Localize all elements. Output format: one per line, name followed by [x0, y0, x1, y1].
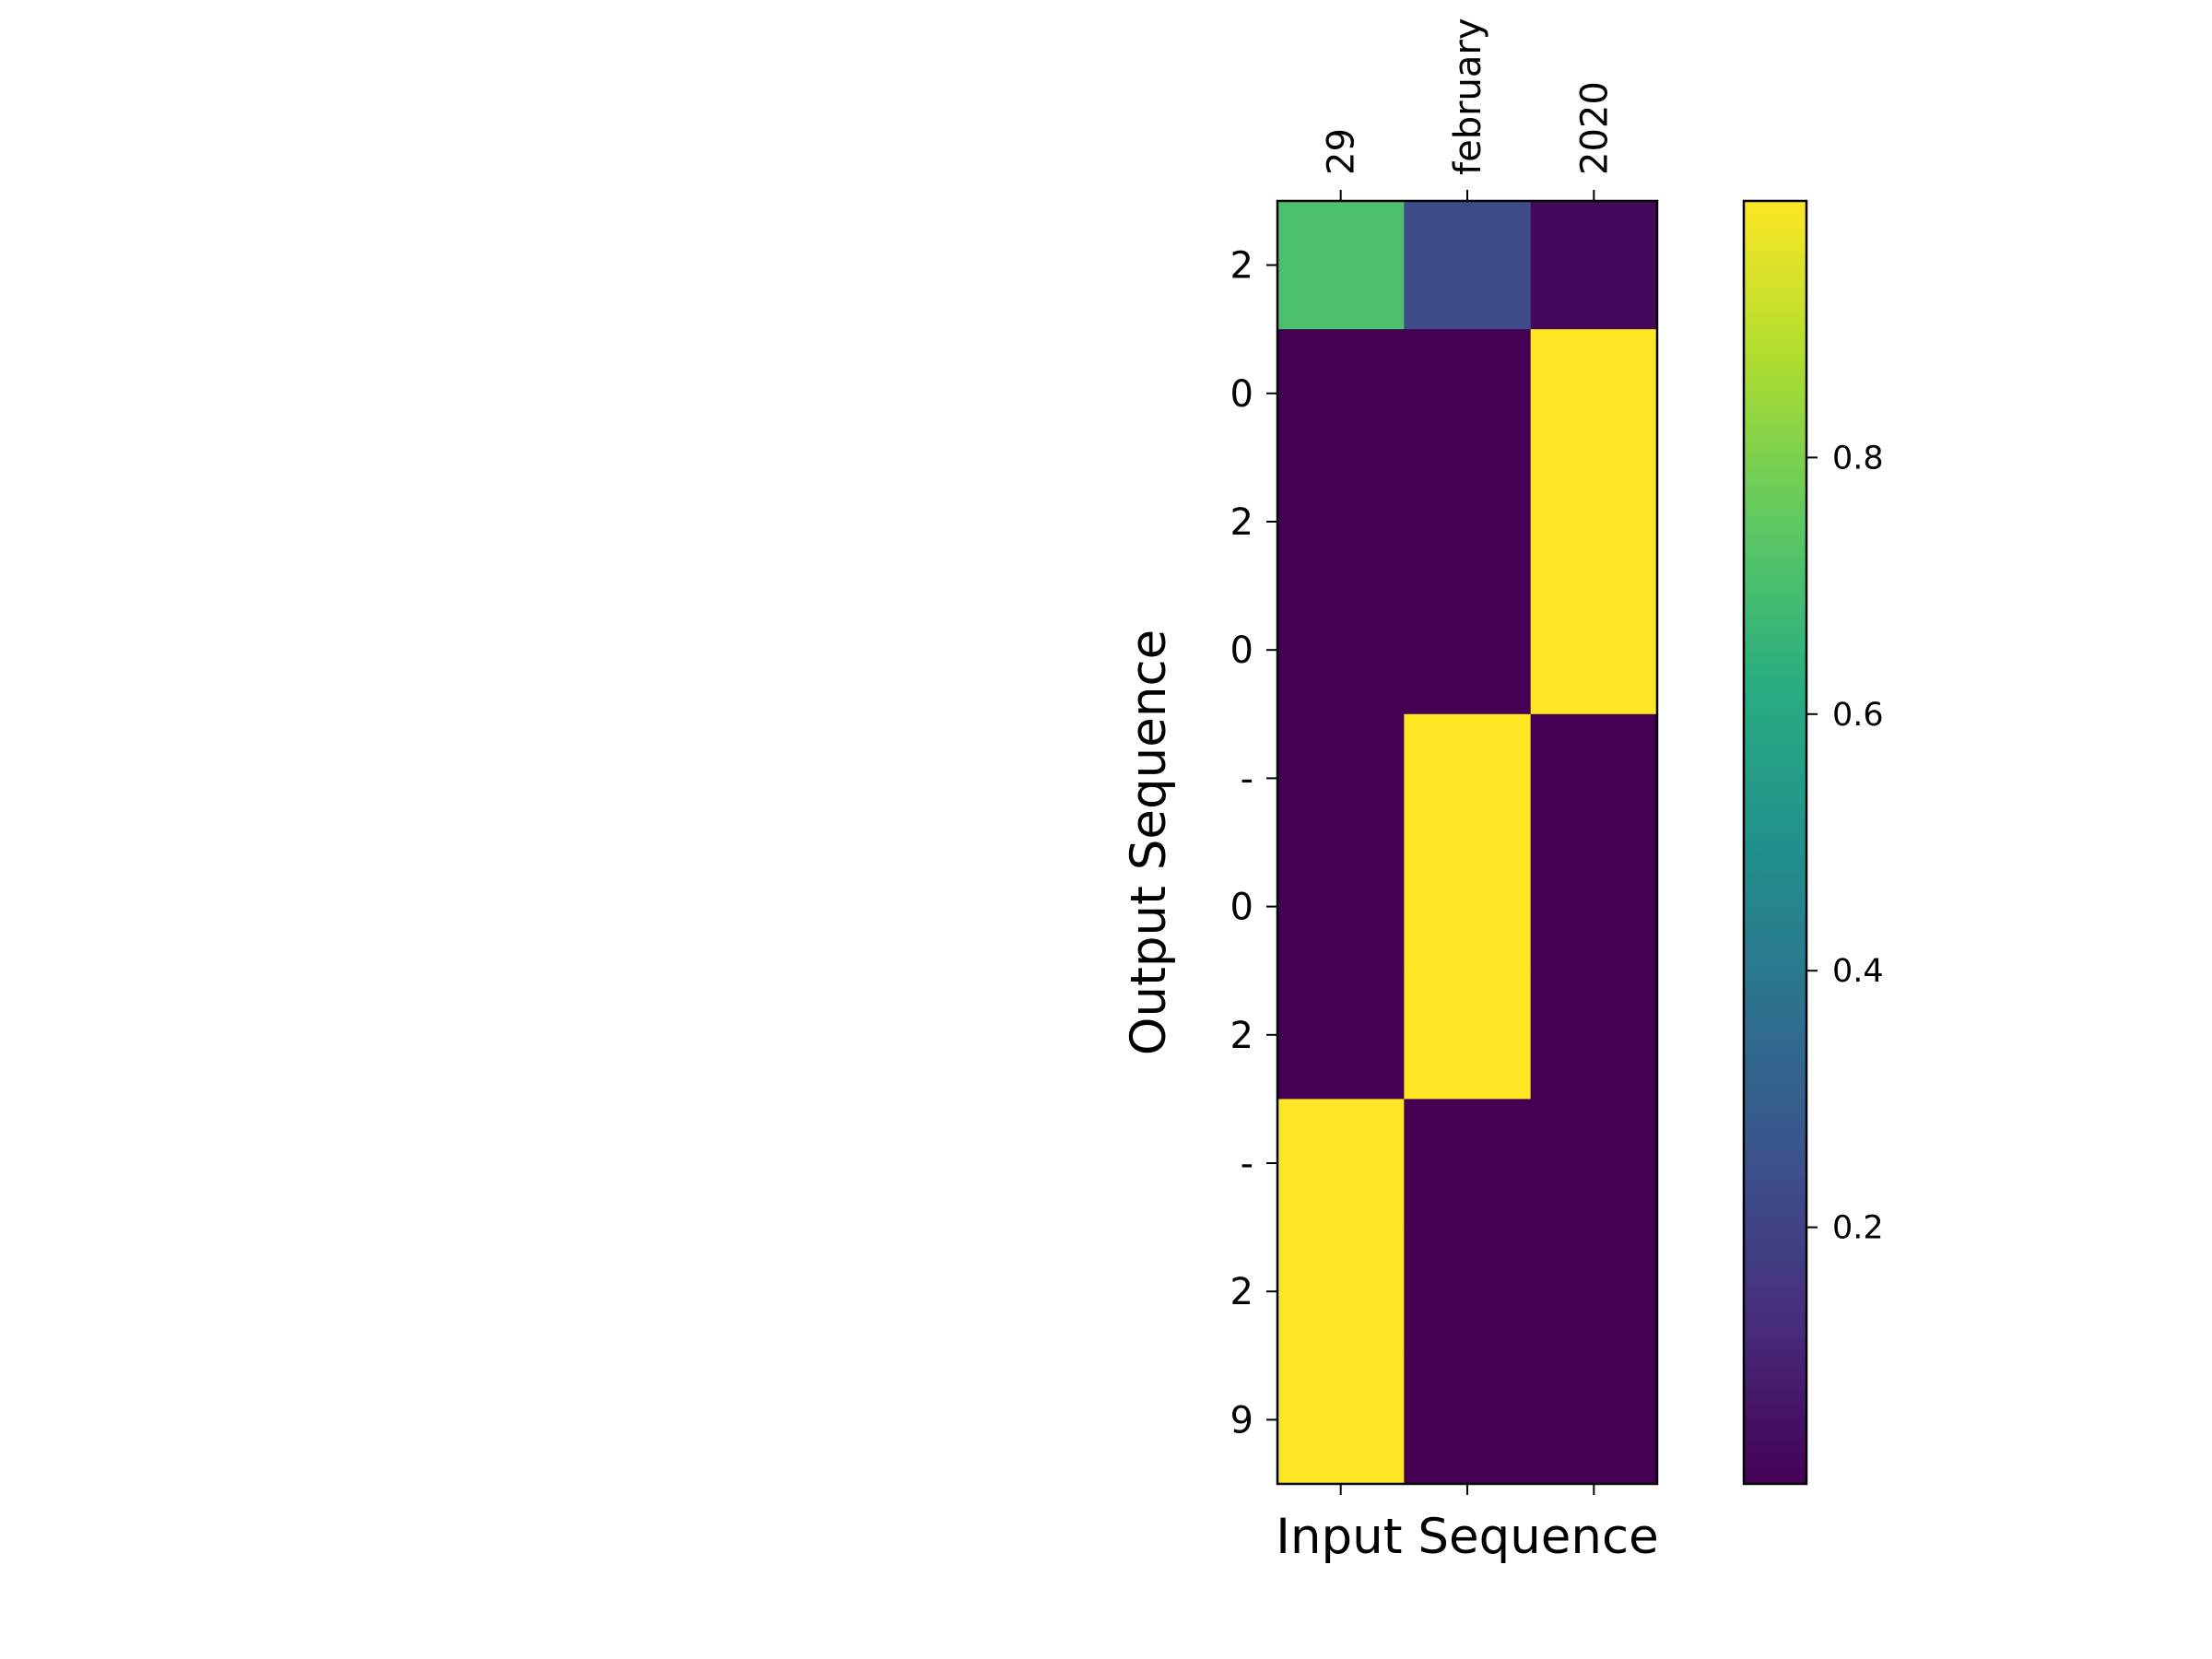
heatmap-cell	[1530, 713, 1658, 843]
heatmap-cells	[1277, 201, 1658, 1485]
x-axis-label: Input Sequence	[1276, 1509, 1659, 1565]
heatmap-cell	[1530, 585, 1658, 715]
heatmap-cell	[1277, 1227, 1405, 1357]
heatmap-cell	[1277, 842, 1405, 971]
y-tick-label: 9	[1230, 1399, 1253, 1441]
y-tick-label: 2	[1230, 1271, 1253, 1313]
colorbar-tick-label: 0.4	[1832, 953, 1884, 990]
heatmap-cell	[1404, 457, 1532, 587]
heatmap-cell	[1404, 842, 1532, 971]
heatmap-cell	[1404, 201, 1532, 330]
colorbar-tick-label: 0.8	[1832, 440, 1884, 477]
heatmap-cell	[1404, 1227, 1532, 1357]
y-tick-label: 2	[1230, 1015, 1253, 1057]
x-tick-label: 2020	[1573, 81, 1616, 175]
y-axis-label: Output Sequence	[1121, 629, 1177, 1055]
y-tick-label: 0	[1230, 887, 1253, 929]
heatmap-cell	[1277, 457, 1405, 587]
y-tick-label: 0	[1230, 629, 1253, 672]
heatmap-cell	[1277, 329, 1405, 458]
y-tick-label: 2	[1230, 245, 1253, 288]
heatmap-cell	[1277, 1099, 1405, 1229]
x-axis-ticks: 29 february 2020	[1321, 18, 1616, 1495]
x-tick-label: february	[1447, 18, 1489, 175]
heatmap-cell	[1277, 585, 1405, 715]
colorbar-tick-label: 0.6	[1832, 697, 1884, 734]
heatmap-cell	[1404, 971, 1532, 1100]
y-tick-label: 0	[1230, 373, 1253, 416]
heatmap-cell	[1530, 1355, 1658, 1485]
y-tick-label: 2	[1230, 501, 1253, 544]
heatmap-cell	[1277, 713, 1405, 843]
y-tick-label: -	[1241, 758, 1253, 800]
heatmap-cell	[1277, 1355, 1405, 1485]
heatmap-cell	[1277, 201, 1405, 330]
heatmap-cell	[1277, 971, 1405, 1100]
colorbar-ticks: 0.2 0.4 0.6 0.8	[1806, 440, 1884, 1247]
heatmap-cell	[1530, 842, 1658, 971]
heatmap-cell	[1530, 201, 1658, 330]
heatmap-cell	[1530, 457, 1658, 587]
heatmap-cell	[1404, 329, 1532, 458]
y-tick-label: -	[1241, 1143, 1253, 1185]
colorbar	[1742, 199, 1808, 1486]
heatmap-cell	[1530, 971, 1658, 1100]
y-axis-ticks: 2 0 2 0 - 0 2 - 2 9	[1230, 245, 1277, 1441]
heatmap-cell	[1530, 1227, 1658, 1357]
heatmap-cell	[1404, 713, 1532, 843]
heatmap-cell	[1530, 1099, 1658, 1229]
x-tick-label: 29	[1321, 128, 1363, 175]
colorbar-tick-label: 0.2	[1832, 1210, 1884, 1247]
heatmap-cell	[1404, 1099, 1532, 1229]
heatmap-cell	[1404, 1355, 1532, 1485]
heatmap-cell	[1404, 585, 1532, 715]
heatmap-cell	[1530, 329, 1658, 458]
